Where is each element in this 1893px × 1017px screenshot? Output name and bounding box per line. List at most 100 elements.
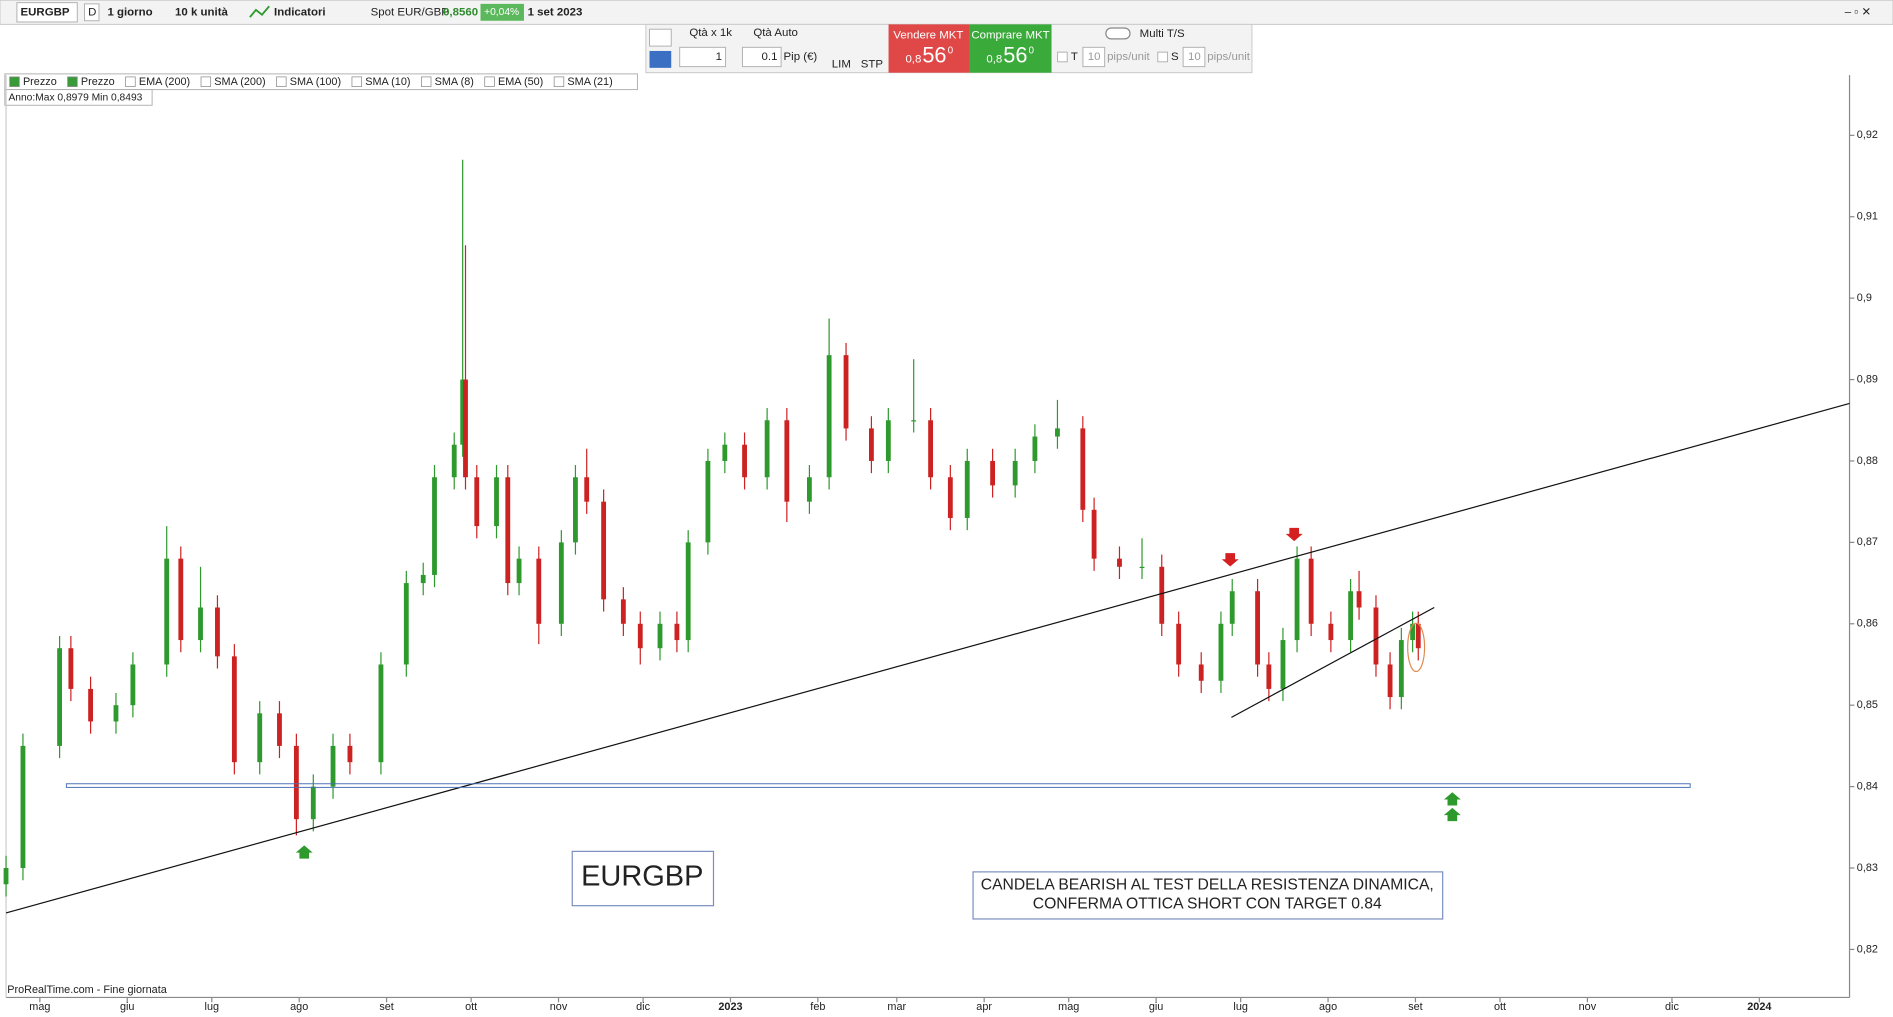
candle-body: [463, 379, 468, 478]
candle-body: [1091, 509, 1097, 559]
sell-button[interactable]: [888, 24, 970, 73]
candle-body: [474, 477, 480, 527]
indicator-checkbox[interactable]: [9, 76, 20, 87]
candle-body: [113, 705, 119, 722]
candle-body: [784, 420, 790, 502]
down-arrow: [1285, 527, 1303, 542]
spot-label: Spot EUR/GBP: [371, 6, 450, 18]
candle-body: [494, 477, 499, 527]
s-value: 10: [1188, 51, 1201, 63]
settings-button[interactable]: [649, 28, 672, 47]
buy-big: 56: [1003, 43, 1027, 68]
candle-body: [964, 460, 970, 518]
x-tick-label: 2024: [1747, 1001, 1771, 1013]
multi-ts-toggle[interactable]: [1105, 27, 1131, 40]
indicator-checkbox[interactable]: [200, 76, 212, 87]
candle-body: [293, 745, 299, 820]
x-tick-label: lug: [205, 1001, 220, 1013]
indicator-checkbox[interactable]: [484, 76, 495, 87]
indicator-label: SMA (8): [435, 76, 474, 88]
support-line: [65, 783, 1691, 788]
x-tick-label: giu: [1149, 1001, 1164, 1013]
symbol-box: [571, 850, 715, 907]
sell-label: Vendere MKT: [893, 29, 963, 41]
candle-body: [1229, 591, 1235, 624]
symbol: EURGBP: [21, 6, 70, 18]
candle-body: [928, 420, 934, 478]
buy-button[interactable]: [969, 24, 1052, 73]
symbol-dropdown[interactable]: [16, 2, 78, 23]
t-checkbox[interactable]: [1057, 51, 1068, 63]
candle-body: [330, 745, 336, 787]
candle-body: [516, 558, 522, 584]
y-tick-label: 0,9: [1857, 292, 1872, 304]
candle-body: [685, 542, 691, 641]
candle-body: [620, 599, 626, 624]
candle-body: [198, 607, 203, 641]
keyboard-button[interactable]: [649, 50, 672, 68]
candle-body: [584, 477, 590, 502]
candle-body: [1308, 558, 1314, 624]
s-input[interactable]: [1182, 46, 1206, 68]
candle-body: [637, 623, 643, 649]
candle-body: [1218, 623, 1224, 681]
candle-body: [1387, 664, 1393, 698]
indicator-checkbox[interactable]: [420, 76, 432, 87]
sell-prefix: 0,8: [905, 53, 921, 65]
x-tick-label: feb: [810, 1001, 825, 1013]
t-label: T: [1071, 51, 1078, 63]
pip-input[interactable]: [741, 46, 782, 68]
buy-label: Comprare MKT: [971, 29, 1049, 41]
period[interactable]: 1 giorno: [107, 6, 152, 18]
plot: 0,82 0,83 0,84 0,85 0,86 0,87 0,88 0,89 0,9 0,91 0…: [3, 129, 1878, 1013]
candle-body: [1159, 566, 1165, 624]
indicator-bar: [4, 73, 638, 91]
candle-body: [130, 664, 136, 706]
buy-sup: 0: [1029, 45, 1034, 56]
candle-body: [764, 420, 770, 478]
indicator-checkbox[interactable]: [125, 76, 136, 87]
stp-button[interactable]: STP: [861, 58, 884, 70]
x-tick-label: dic: [1665, 1001, 1679, 1013]
indicator-checkbox[interactable]: [351, 76, 362, 87]
candle-body: [1294, 558, 1300, 641]
candle-body: [674, 623, 680, 641]
units[interactable]: 10 k unità: [175, 6, 228, 18]
qty: 1: [716, 51, 722, 63]
indicator-checkbox[interactable]: [553, 76, 565, 87]
candle-body: [460, 379, 466, 445]
candle-body: [164, 558, 170, 665]
candle-body: [3, 868, 9, 885]
indicators-button[interactable]: Indicatori: [274, 6, 326, 18]
x-tick-label: lug: [1233, 1001, 1248, 1013]
indicator-label: SMA (10): [365, 76, 410, 88]
qty-label: Qtà x 1k: [689, 27, 732, 39]
indicator-checkbox[interactable]: [276, 76, 287, 87]
s-checkbox[interactable]: [1157, 51, 1168, 63]
down-arrow: [1221, 553, 1239, 567]
x-tick-label: mag: [1058, 1001, 1079, 1013]
qty-auto[interactable]: Qtà Auto: [753, 27, 798, 39]
lim-button[interactable]: LIM: [832, 58, 851, 70]
qty-input[interactable]: [679, 46, 727, 68]
t-input[interactable]: [1082, 46, 1106, 68]
indicator-checkbox[interactable]: [67, 76, 78, 87]
candle-body: [806, 477, 812, 502]
buy-prefix: 0,8: [986, 53, 1002, 65]
candle-body: [1176, 623, 1182, 665]
candle-body: [1266, 664, 1272, 689]
x-tick-label: mar: [887, 1001, 906, 1013]
x-tick-label: dic: [636, 1001, 650, 1013]
x-tick-label: ott: [465, 1001, 477, 1013]
up-arrow: [1443, 792, 1461, 806]
candle-body: [88, 688, 94, 722]
x-tick-label: apr: [976, 1001, 992, 1013]
candle-body: [231, 656, 237, 763]
note-box: [972, 871, 1444, 920]
period-button[interactable]: [84, 3, 100, 22]
candle-body: [657, 623, 663, 649]
period-letter: D: [88, 6, 96, 18]
window-buttons[interactable]: – ▫ ✕: [1845, 6, 1871, 18]
